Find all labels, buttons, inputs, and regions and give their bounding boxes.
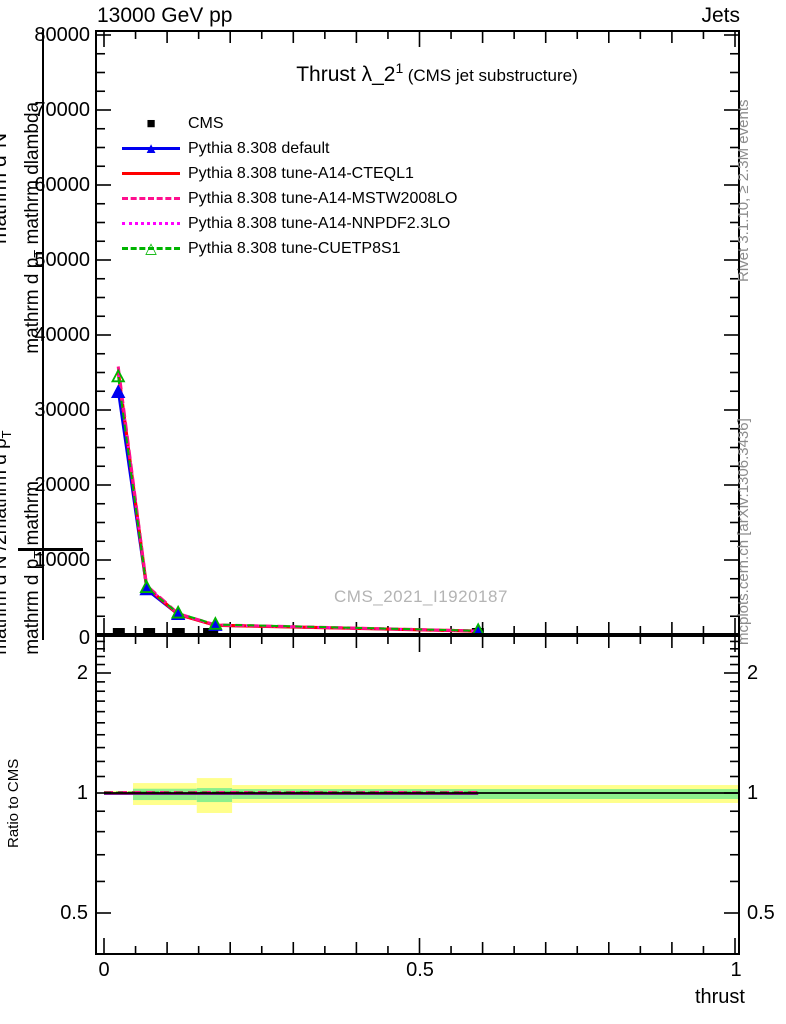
dashed-line-open-triangle-icon: △ [122,237,180,261]
y-tick-70000: 70000 [34,99,90,121]
y-tick-20000: 20000 [34,474,90,496]
ratio-tick-2-right: 2 [747,662,759,684]
ratio-y-axis-label: Ratio to CMS [5,758,22,848]
ratio-tick-2-left: 2 [76,662,88,684]
x-axis-label: thrust [694,986,745,1008]
square-marker-icon: ■ [146,115,156,132]
y-tick-80000: 80000 [34,24,90,46]
y-axis-label-fraction-bar-horizontal [18,548,83,551]
x-tick-1: 1 [730,959,742,981]
mcplots-arxiv-note: mcplots.cern.ch [arXiv:1306.3436] [735,418,752,645]
analysis-group-label: Jets [701,4,740,27]
ratio-tick-05-right: 0.5 [747,902,775,924]
ratio-tick-05-left: 0.5 [60,902,88,924]
ratio-plot-panel [95,635,740,955]
y-tick-40000: 40000 [34,324,90,346]
dashed-line-icon [122,187,180,211]
y-axis-label-fraction-bar-vertical [42,30,44,640]
ratio-chart [97,637,738,953]
x-tick-0: 0 [98,959,110,981]
y-tick-50000: 50000 [34,249,90,271]
y-tick-10000: 10000 [34,549,90,571]
main-plot-panel: Thrust λ_21 (CMS jet substructure) ■ CMS … [95,30,740,635]
line-triangle-marker-icon: ▲ [122,137,180,161]
plot-title-parenthetical: (CMS jet substructure) [407,66,578,85]
main-chart [97,32,738,633]
ratio-tick-1-left: 1 [76,782,88,804]
beam-energy-label: 13000 GeV pp [97,4,233,27]
y-axis-label-fragment-inner-b: mathrm d pT mathrm dlambda [22,101,46,354]
ratio-tick-1-right: 1 [747,782,759,804]
y-tick-0: 0 [78,627,90,649]
plot-title-main: Thrust λ_2 [296,63,396,86]
solid-line-icon [122,162,180,186]
dotted-line-icon [122,212,180,236]
y-tick-30000: 30000 [34,399,90,421]
y-axis-label-fragment-outer: mathrm d N /2mathrm d pT [0,430,14,655]
legend: ■ CMS ▲ Pythia 8.308 default Pythia 8.308 … [122,112,502,274]
plot-title: Thrust λ_21 (CMS jet substructure) [227,60,647,87]
rivet-version-note: Rivet 3.1.10, ≥ 2.3M events [735,99,752,283]
y-tick-60000: 60000 [34,174,90,196]
watermark-analysis-id: CMS_2021_I1920187 [334,587,508,606]
plot-title-superscript: 1 [395,60,404,76]
x-tick-05: 0.5 [406,959,434,981]
